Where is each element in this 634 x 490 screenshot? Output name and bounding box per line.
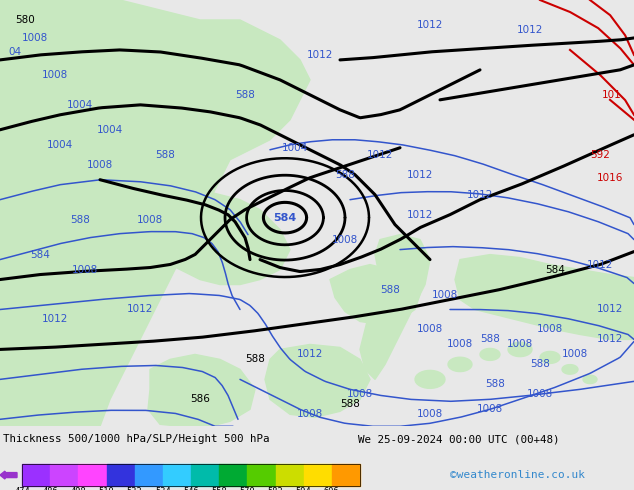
Polygon shape [480,348,500,361]
Polygon shape [0,0,310,426]
Text: 1004: 1004 [47,140,73,150]
Text: 558: 558 [211,487,227,490]
Text: 588: 588 [480,335,500,344]
Text: 1008: 1008 [432,290,458,299]
Text: 1008: 1008 [42,70,68,80]
FancyArrow shape [0,471,17,479]
Text: 594: 594 [296,487,311,490]
Bar [332,464,360,486]
Text: 1008: 1008 [562,349,588,360]
Text: 1008: 1008 [527,390,553,399]
Text: 1012: 1012 [467,190,493,200]
Polygon shape [0,0,150,130]
Polygon shape [330,265,420,324]
Polygon shape [508,342,532,357]
Text: 534: 534 [155,487,171,490]
Text: ©weatheronline.co.uk: ©weatheronline.co.uk [450,470,585,480]
Text: 1012: 1012 [517,25,543,35]
Text: 584: 584 [273,213,297,222]
Text: 588: 588 [235,90,255,100]
Bar [191,464,219,486]
Text: 584: 584 [30,249,50,260]
Text: 1004: 1004 [282,143,308,153]
Polygon shape [265,344,370,417]
Text: 1008: 1008 [137,215,163,224]
Text: 498: 498 [70,487,86,490]
Text: 1012: 1012 [417,20,443,30]
Bar [163,464,191,486]
Text: 588: 588 [70,215,90,224]
Text: 1008: 1008 [417,324,443,335]
Text: 584: 584 [545,265,565,274]
Text: 510: 510 [99,487,114,490]
Bar [219,464,247,486]
Text: 1008: 1008 [507,340,533,349]
Polygon shape [415,370,445,389]
Text: 592: 592 [590,150,610,160]
Text: 588: 588 [485,379,505,390]
Text: 546: 546 [183,487,199,490]
Text: 1008: 1008 [332,235,358,245]
Bar [304,464,332,486]
Text: 1008: 1008 [87,160,113,170]
Polygon shape [455,255,634,340]
Text: 1012: 1012 [42,315,68,324]
Text: 1008: 1008 [417,409,443,419]
Bar [50,464,79,486]
Text: 1008: 1008 [537,324,563,335]
Polygon shape [140,185,290,285]
Text: 474: 474 [14,487,30,490]
Text: 1004: 1004 [97,125,123,135]
Text: 1004: 1004 [67,100,93,110]
Text: 1008: 1008 [347,390,373,399]
Polygon shape [448,357,472,371]
Text: 588: 588 [245,354,265,365]
Polygon shape [583,375,597,384]
Polygon shape [540,351,560,364]
Text: 1008: 1008 [447,340,473,349]
Bar [134,464,163,486]
Bar [247,464,276,486]
Text: 1012: 1012 [597,304,623,315]
Bar [107,464,134,486]
Text: 570: 570 [240,487,256,490]
Text: 580: 580 [15,15,35,25]
Text: 588: 588 [530,359,550,369]
Text: Thickness 500/1000 hPa/SLP/Height 500 hPa: Thickness 500/1000 hPa/SLP/Height 500 hP… [3,434,269,444]
Text: 1008: 1008 [477,404,503,415]
Text: 588: 588 [340,399,360,409]
Text: 586: 586 [190,394,210,404]
Text: 1012: 1012 [597,335,623,344]
Text: 1012: 1012 [587,260,613,270]
Text: 1008: 1008 [22,33,48,43]
Polygon shape [148,354,255,426]
Bar [79,464,107,486]
Text: 1012: 1012 [297,349,323,360]
Text: 588: 588 [380,285,400,294]
Text: 522: 522 [127,487,143,490]
Polygon shape [360,235,430,379]
Text: 1012: 1012 [307,50,333,60]
Text: 1008: 1008 [297,409,323,419]
Text: 486: 486 [42,487,58,490]
Text: 1012: 1012 [407,210,433,220]
Text: 1008: 1008 [72,265,98,274]
Text: 588: 588 [155,150,175,160]
Bar [22,464,50,486]
Text: 588: 588 [335,170,355,180]
Text: 1012: 1012 [367,150,393,160]
Text: We 25-09-2024 00:00 UTC (00+48): We 25-09-2024 00:00 UTC (00+48) [358,434,559,444]
Text: 582: 582 [268,487,283,490]
Bar [276,464,304,486]
Text: 04: 04 [8,47,22,57]
Text: 1016: 1016 [597,172,623,183]
Text: 1012: 1012 [127,304,153,315]
Text: 1012: 1012 [407,170,433,180]
Text: 101: 101 [602,90,622,100]
Text: 606: 606 [324,487,340,490]
Bar [22,464,360,486]
Polygon shape [562,365,578,374]
